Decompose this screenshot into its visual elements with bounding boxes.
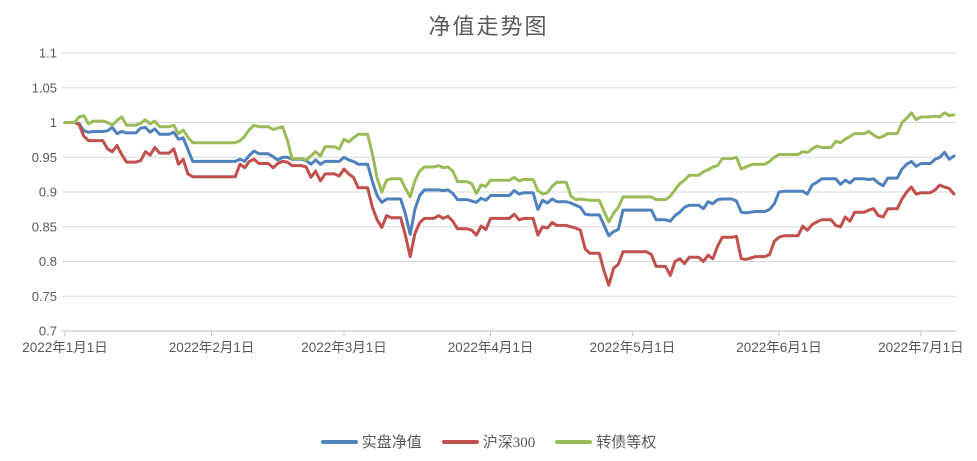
- legend-line-swatch: [555, 439, 593, 444]
- y-tick-label: 1.05: [32, 80, 57, 95]
- chart-title: 净值走势图: [428, 14, 549, 39]
- y-tick-label: 0.95: [32, 150, 57, 165]
- x-tick-label: 2022年5月1日: [590, 340, 676, 355]
- y-tick-label: 1: [50, 115, 57, 130]
- legend-label: 转债等权: [596, 435, 657, 451]
- x-tick-label: 2022年3月1日: [301, 340, 387, 355]
- legend-line-swatch: [441, 439, 479, 444]
- y-tick-label: 0.8: [39, 254, 57, 269]
- legend-item-2: 转债等权: [555, 431, 656, 452]
- x-tick-label: 2022年6月1日: [736, 340, 822, 355]
- series-line-2: [63, 111, 956, 224]
- x-tick-label: 2022年2月1日: [169, 340, 255, 355]
- x-tick-label: 2022年1月1日: [22, 340, 108, 355]
- legend-line-swatch: [320, 439, 358, 444]
- x-tick-label: 2022年7月1日: [878, 340, 964, 355]
- legend-label: 实盘净值: [361, 435, 422, 451]
- y-tick-label: 0.75: [32, 289, 57, 304]
- series-line-1: [63, 121, 956, 287]
- legend-item-0: 实盘净值: [320, 431, 422, 452]
- legend-label: 沪深300: [482, 435, 536, 451]
- y-tick-label: 1.1: [39, 46, 57, 61]
- chart-legend: 实盘净值 沪深300 转债等权: [0, 431, 977, 452]
- x-tick-label: 2022年4月1日: [448, 340, 534, 355]
- series-line-0: [63, 121, 956, 238]
- y-tick-label: 0.9: [39, 185, 57, 200]
- legend-item-1: 沪深300: [441, 431, 536, 452]
- y-tick-label: 0.85: [32, 219, 57, 234]
- y-tick-label: 0.7: [39, 324, 57, 339]
